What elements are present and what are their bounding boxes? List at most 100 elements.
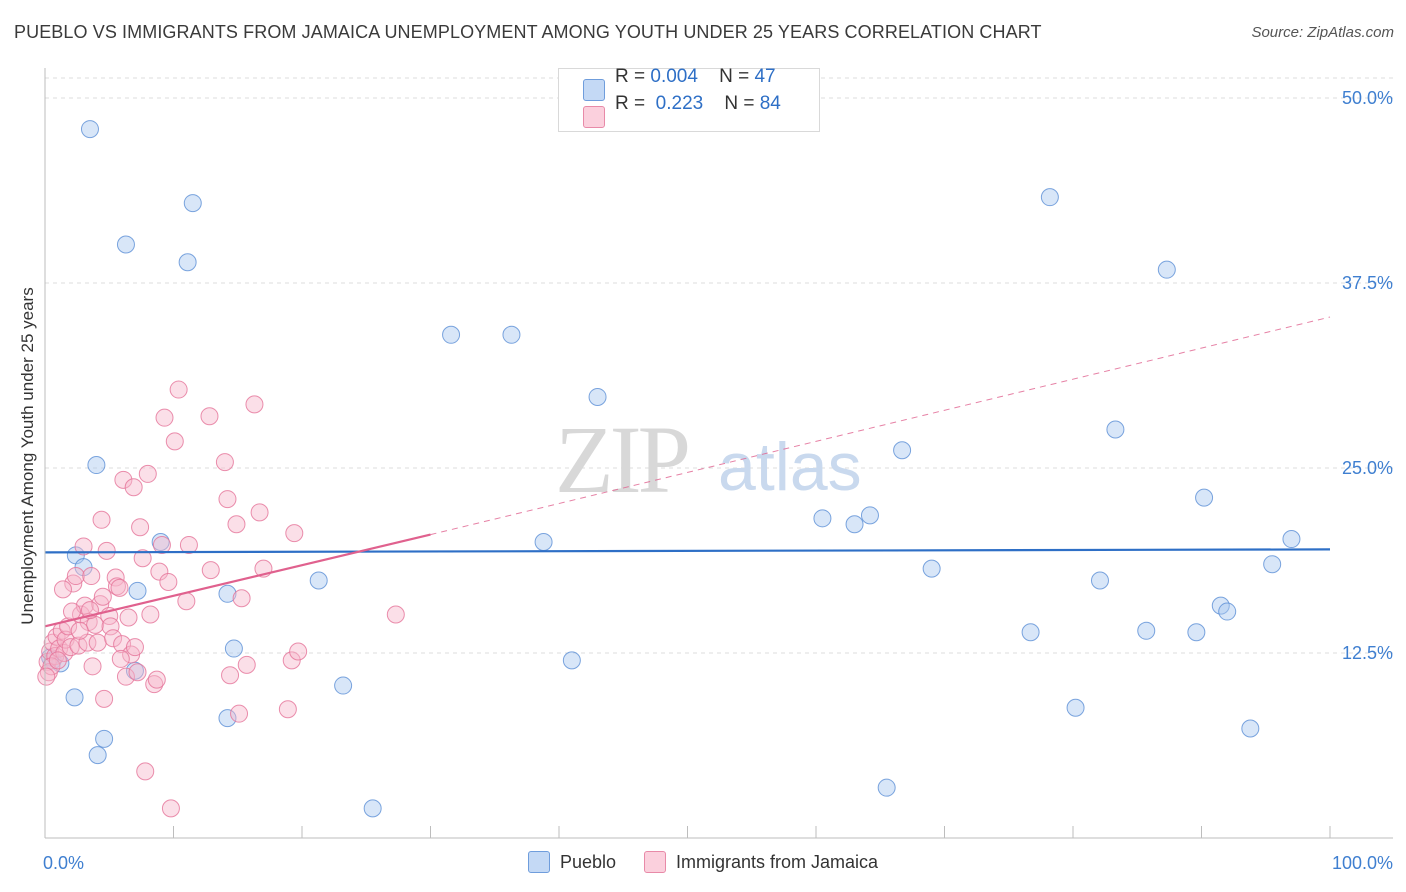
- data-point: [813, 509, 832, 528]
- data-point: [88, 633, 107, 652]
- data-point: [128, 581, 147, 600]
- grid-lines: [45, 77, 1393, 654]
- data-point: [97, 541, 116, 560]
- r-label: R =: [615, 66, 646, 87]
- data-point: [125, 638, 144, 657]
- data-point: [116, 667, 135, 686]
- data-point: [179, 535, 198, 554]
- data-point: [95, 729, 114, 748]
- data-point: [386, 605, 405, 624]
- data-point: [1187, 623, 1206, 642]
- data-point: [250, 503, 269, 522]
- data-point: [178, 253, 197, 272]
- data-point: [534, 533, 553, 551]
- data-point: [70, 621, 89, 640]
- pueblo-legend-swatch: [527, 851, 550, 873]
- data-point: [1021, 623, 1040, 642]
- watermark-zip: ZIP: [555, 406, 688, 513]
- data-point: [201, 561, 220, 580]
- data-point: [309, 571, 328, 590]
- data-point: [159, 572, 178, 591]
- trend-layer: [44, 316, 1331, 628]
- data-point: [1218, 602, 1237, 621]
- watermark-atlas: atlas: [718, 429, 862, 505]
- x-tick-label: 100.0%: [1332, 853, 1393, 873]
- data-point: [334, 676, 353, 695]
- data-point: [215, 453, 234, 472]
- data-point: [131, 518, 150, 537]
- data-point: [289, 642, 308, 661]
- data-point: [245, 395, 264, 414]
- data-point: [1137, 621, 1156, 640]
- data-point: [922, 559, 941, 578]
- points-layer: [37, 120, 1301, 818]
- data-point: [116, 235, 135, 254]
- jamaica-legend-swatch: [644, 851, 666, 873]
- legend-item-pueblo: Pueblo: [527, 851, 616, 873]
- y-tick-label: 37.5%: [1342, 273, 1393, 293]
- data-point: [1195, 488, 1214, 507]
- data-point: [80, 120, 99, 139]
- data-point: [95, 689, 114, 708]
- y-axis-label: Unemployment Among Youth under 25 years: [18, 287, 37, 625]
- data-point: [136, 762, 155, 781]
- series-jamaica: [37, 380, 405, 818]
- data-point: [48, 651, 67, 670]
- data-point: [152, 535, 171, 554]
- data-point: [114, 470, 133, 489]
- data-point: [151, 533, 170, 551]
- r-value: 0.223: [655, 93, 704, 114]
- data-point: [224, 639, 243, 658]
- data-point: [74, 537, 93, 556]
- series-pueblo: [41, 120, 1301, 818]
- r-label: R =: [615, 93, 646, 114]
- legend-label: Pueblo: [559, 851, 616, 872]
- data-point: [133, 549, 152, 568]
- n-value: 84: [759, 93, 781, 114]
- data-point: [1106, 420, 1125, 439]
- data-point: [1282, 530, 1301, 549]
- data-point: [221, 666, 240, 685]
- pueblo-swatch: [583, 79, 605, 101]
- data-point: [232, 589, 251, 608]
- data-point: [169, 380, 188, 399]
- data-point: [218, 584, 237, 603]
- data-point: [502, 325, 521, 344]
- y-tick-label: 50.0%: [1342, 88, 1393, 108]
- x-tick-label: 0.0%: [43, 853, 84, 873]
- data-point: [1263, 555, 1282, 574]
- data-point: [165, 432, 184, 451]
- data-point: [88, 746, 107, 765]
- data-point: [237, 655, 256, 674]
- data-point: [1066, 698, 1085, 717]
- r-value: 0.004: [650, 66, 698, 87]
- data-point: [442, 325, 461, 344]
- data-point: [82, 567, 101, 586]
- data-point: [147, 670, 166, 689]
- data-point: [93, 587, 112, 606]
- chart-title: PUEBLO VS IMMIGRANTS FROM JAMAICA UNEMPL…: [14, 22, 1042, 42]
- y-tick-label: 12.5%: [1342, 643, 1393, 663]
- trend-line-jamaica: [44, 533, 431, 628]
- data-point: [1157, 260, 1176, 279]
- data-point: [119, 608, 138, 627]
- data-point: [161, 799, 180, 818]
- data-point: [218, 709, 237, 728]
- data-point: [562, 651, 581, 670]
- data-point: [230, 704, 249, 723]
- data-point: [128, 663, 147, 682]
- data-point: [92, 510, 111, 529]
- n-label: N =: [719, 66, 750, 87]
- legend-item-jamaica: Immigrants from Jamaica: [644, 851, 878, 873]
- n-value: 47: [754, 66, 776, 87]
- trend-line-extension: [430, 316, 1331, 536]
- data-point: [588, 387, 607, 406]
- data-point: [141, 605, 160, 624]
- data-point: [227, 515, 246, 534]
- data-point: [363, 799, 382, 818]
- y-tick-label: 25.0%: [1342, 458, 1393, 478]
- data-point: [893, 441, 912, 460]
- data-point: [64, 574, 83, 593]
- data-point: [111, 649, 130, 668]
